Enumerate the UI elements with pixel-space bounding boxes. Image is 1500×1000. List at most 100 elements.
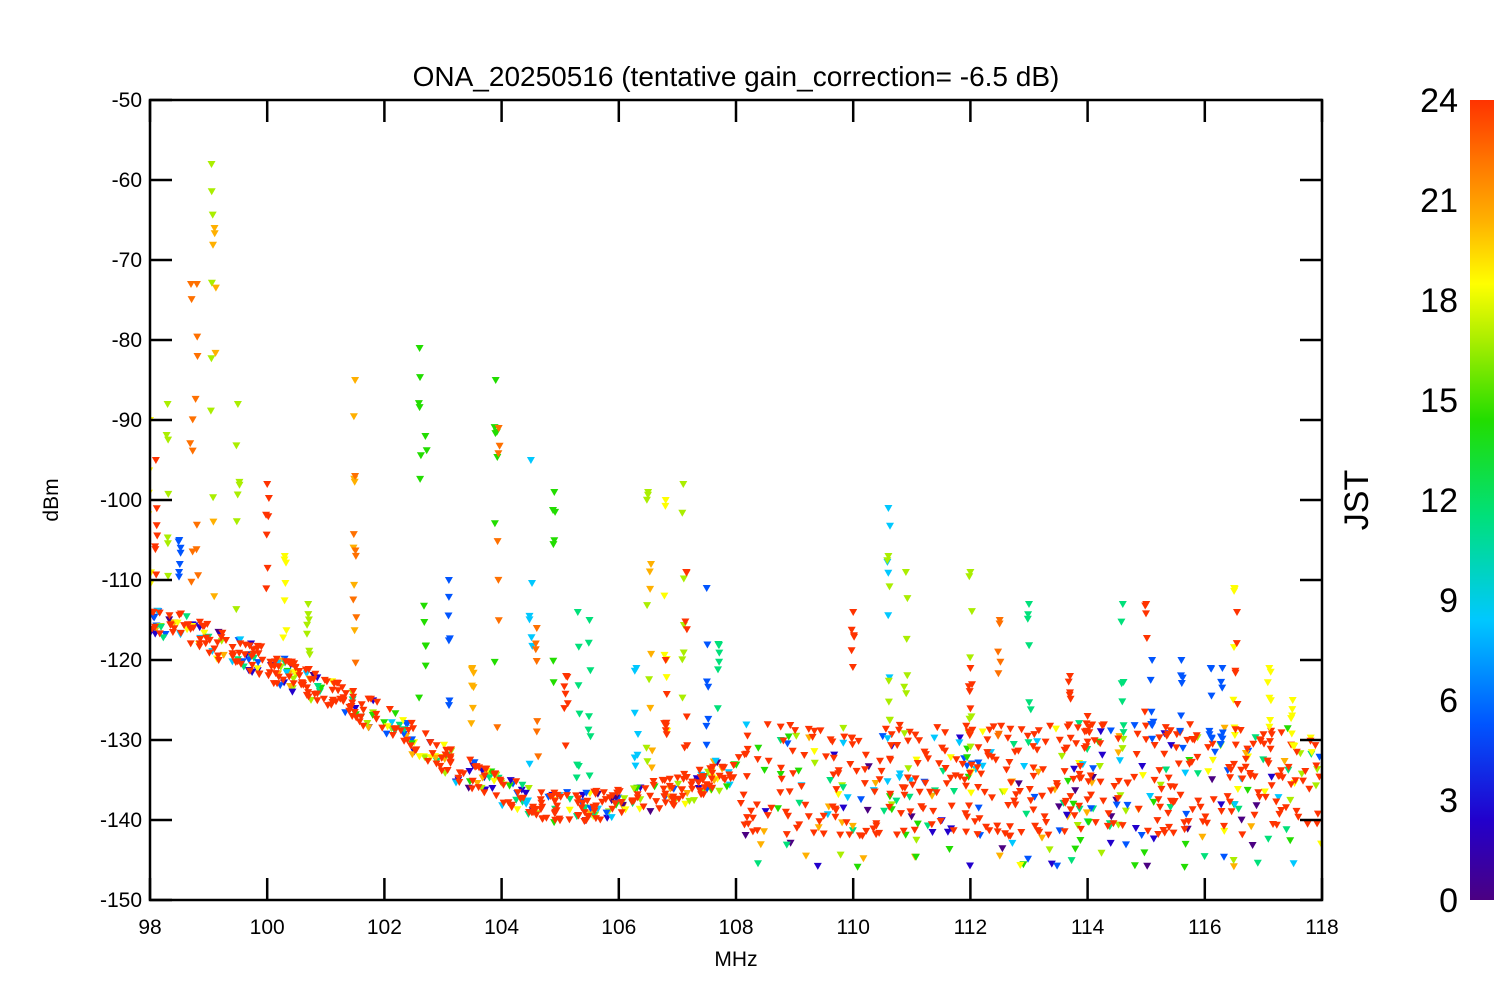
data-point bbox=[1251, 734, 1260, 742]
data-point bbox=[743, 745, 752, 753]
data-point bbox=[947, 802, 956, 810]
data-point bbox=[1035, 828, 1044, 836]
data-point bbox=[782, 841, 791, 849]
data-point bbox=[662, 691, 671, 698]
plot-frame bbox=[148, 98, 1324, 902]
data-point bbox=[859, 855, 868, 863]
data-point bbox=[1283, 725, 1292, 733]
data-point bbox=[952, 756, 961, 764]
data-point bbox=[488, 785, 497, 792]
data-point bbox=[572, 774, 581, 782]
data-point bbox=[512, 796, 521, 804]
data-point bbox=[767, 804, 776, 812]
data-point bbox=[200, 622, 209, 630]
colorbar-label: JST bbox=[1338, 470, 1376, 530]
data-point bbox=[1230, 644, 1238, 652]
data-point bbox=[350, 627, 359, 635]
data-point bbox=[1118, 698, 1127, 706]
data-point bbox=[997, 722, 1006, 730]
data-point bbox=[763, 812, 772, 820]
data-point bbox=[977, 770, 986, 778]
data-point bbox=[1070, 765, 1079, 773]
data-point bbox=[1149, 718, 1158, 726]
data-point bbox=[713, 705, 722, 713]
data-point bbox=[644, 489, 653, 496]
data-point bbox=[151, 457, 160, 464]
data-point bbox=[628, 798, 636, 806]
data-point bbox=[473, 780, 482, 787]
data-point bbox=[249, 650, 258, 658]
x-tick-label: 104 bbox=[484, 916, 519, 939]
data-point bbox=[1220, 822, 1228, 830]
data-point bbox=[525, 760, 534, 768]
data-point bbox=[958, 760, 967, 768]
data-point bbox=[1091, 819, 1100, 827]
data-point bbox=[1072, 740, 1081, 748]
data-point bbox=[886, 522, 894, 530]
data-point bbox=[165, 616, 174, 624]
data-point bbox=[754, 860, 762, 868]
data-point bbox=[536, 796, 545, 804]
data-point bbox=[715, 787, 724, 795]
data-point bbox=[1142, 635, 1151, 642]
data-point bbox=[159, 634, 168, 642]
data-point bbox=[974, 744, 983, 752]
data-point bbox=[776, 771, 785, 778]
data-point bbox=[601, 796, 610, 804]
data-point bbox=[1166, 783, 1175, 791]
data-point bbox=[1083, 713, 1092, 720]
data-point bbox=[193, 353, 202, 360]
data-point bbox=[756, 841, 765, 849]
data-point bbox=[1243, 745, 1252, 753]
data-point bbox=[1247, 823, 1256, 831]
data-point bbox=[494, 617, 503, 625]
data-point bbox=[1252, 802, 1261, 810]
data-point bbox=[777, 775, 786, 783]
data-point bbox=[1313, 820, 1322, 828]
data-point bbox=[1193, 753, 1202, 761]
data-point bbox=[1176, 727, 1185, 735]
data-point bbox=[809, 829, 818, 837]
data-point bbox=[703, 641, 712, 649]
data-point bbox=[991, 756, 1000, 764]
data-point bbox=[254, 650, 263, 658]
data-point bbox=[209, 241, 217, 249]
data-point bbox=[209, 494, 218, 502]
data-point bbox=[1157, 785, 1166, 793]
data-point bbox=[1025, 642, 1034, 650]
data-point bbox=[391, 710, 400, 718]
data-point bbox=[608, 792, 617, 800]
data-point bbox=[254, 659, 263, 667]
data-point bbox=[706, 765, 715, 773]
data-point bbox=[679, 775, 688, 783]
x-axis: 98 100 102 104 106 108 110 112 114 116 118 bbox=[138, 100, 1339, 939]
data-point bbox=[1141, 722, 1150, 730]
data-point bbox=[1106, 727, 1115, 735]
data-point bbox=[781, 808, 790, 816]
data-point bbox=[1005, 759, 1014, 766]
data-point bbox=[967, 761, 976, 769]
data-point bbox=[490, 520, 499, 528]
data-point bbox=[614, 786, 622, 794]
data-point bbox=[355, 718, 364, 726]
data-point bbox=[257, 643, 266, 651]
data-point bbox=[339, 694, 348, 702]
data-point bbox=[188, 447, 197, 455]
data-point bbox=[852, 767, 861, 775]
data-point bbox=[920, 748, 929, 756]
data-point bbox=[729, 762, 738, 769]
data-point bbox=[1015, 788, 1024, 795]
data-point bbox=[1233, 786, 1242, 793]
data-point bbox=[1266, 745, 1275, 753]
data-point bbox=[883, 735, 892, 743]
data-point bbox=[848, 664, 857, 671]
data-point bbox=[678, 694, 687, 702]
data-point bbox=[933, 724, 942, 732]
data-point bbox=[363, 720, 372, 727]
data-point bbox=[1103, 822, 1112, 830]
data-point bbox=[854, 737, 863, 745]
data-point bbox=[1263, 679, 1272, 687]
data-point bbox=[748, 814, 757, 822]
data-point bbox=[367, 695, 375, 703]
data-point bbox=[582, 789, 591, 797]
